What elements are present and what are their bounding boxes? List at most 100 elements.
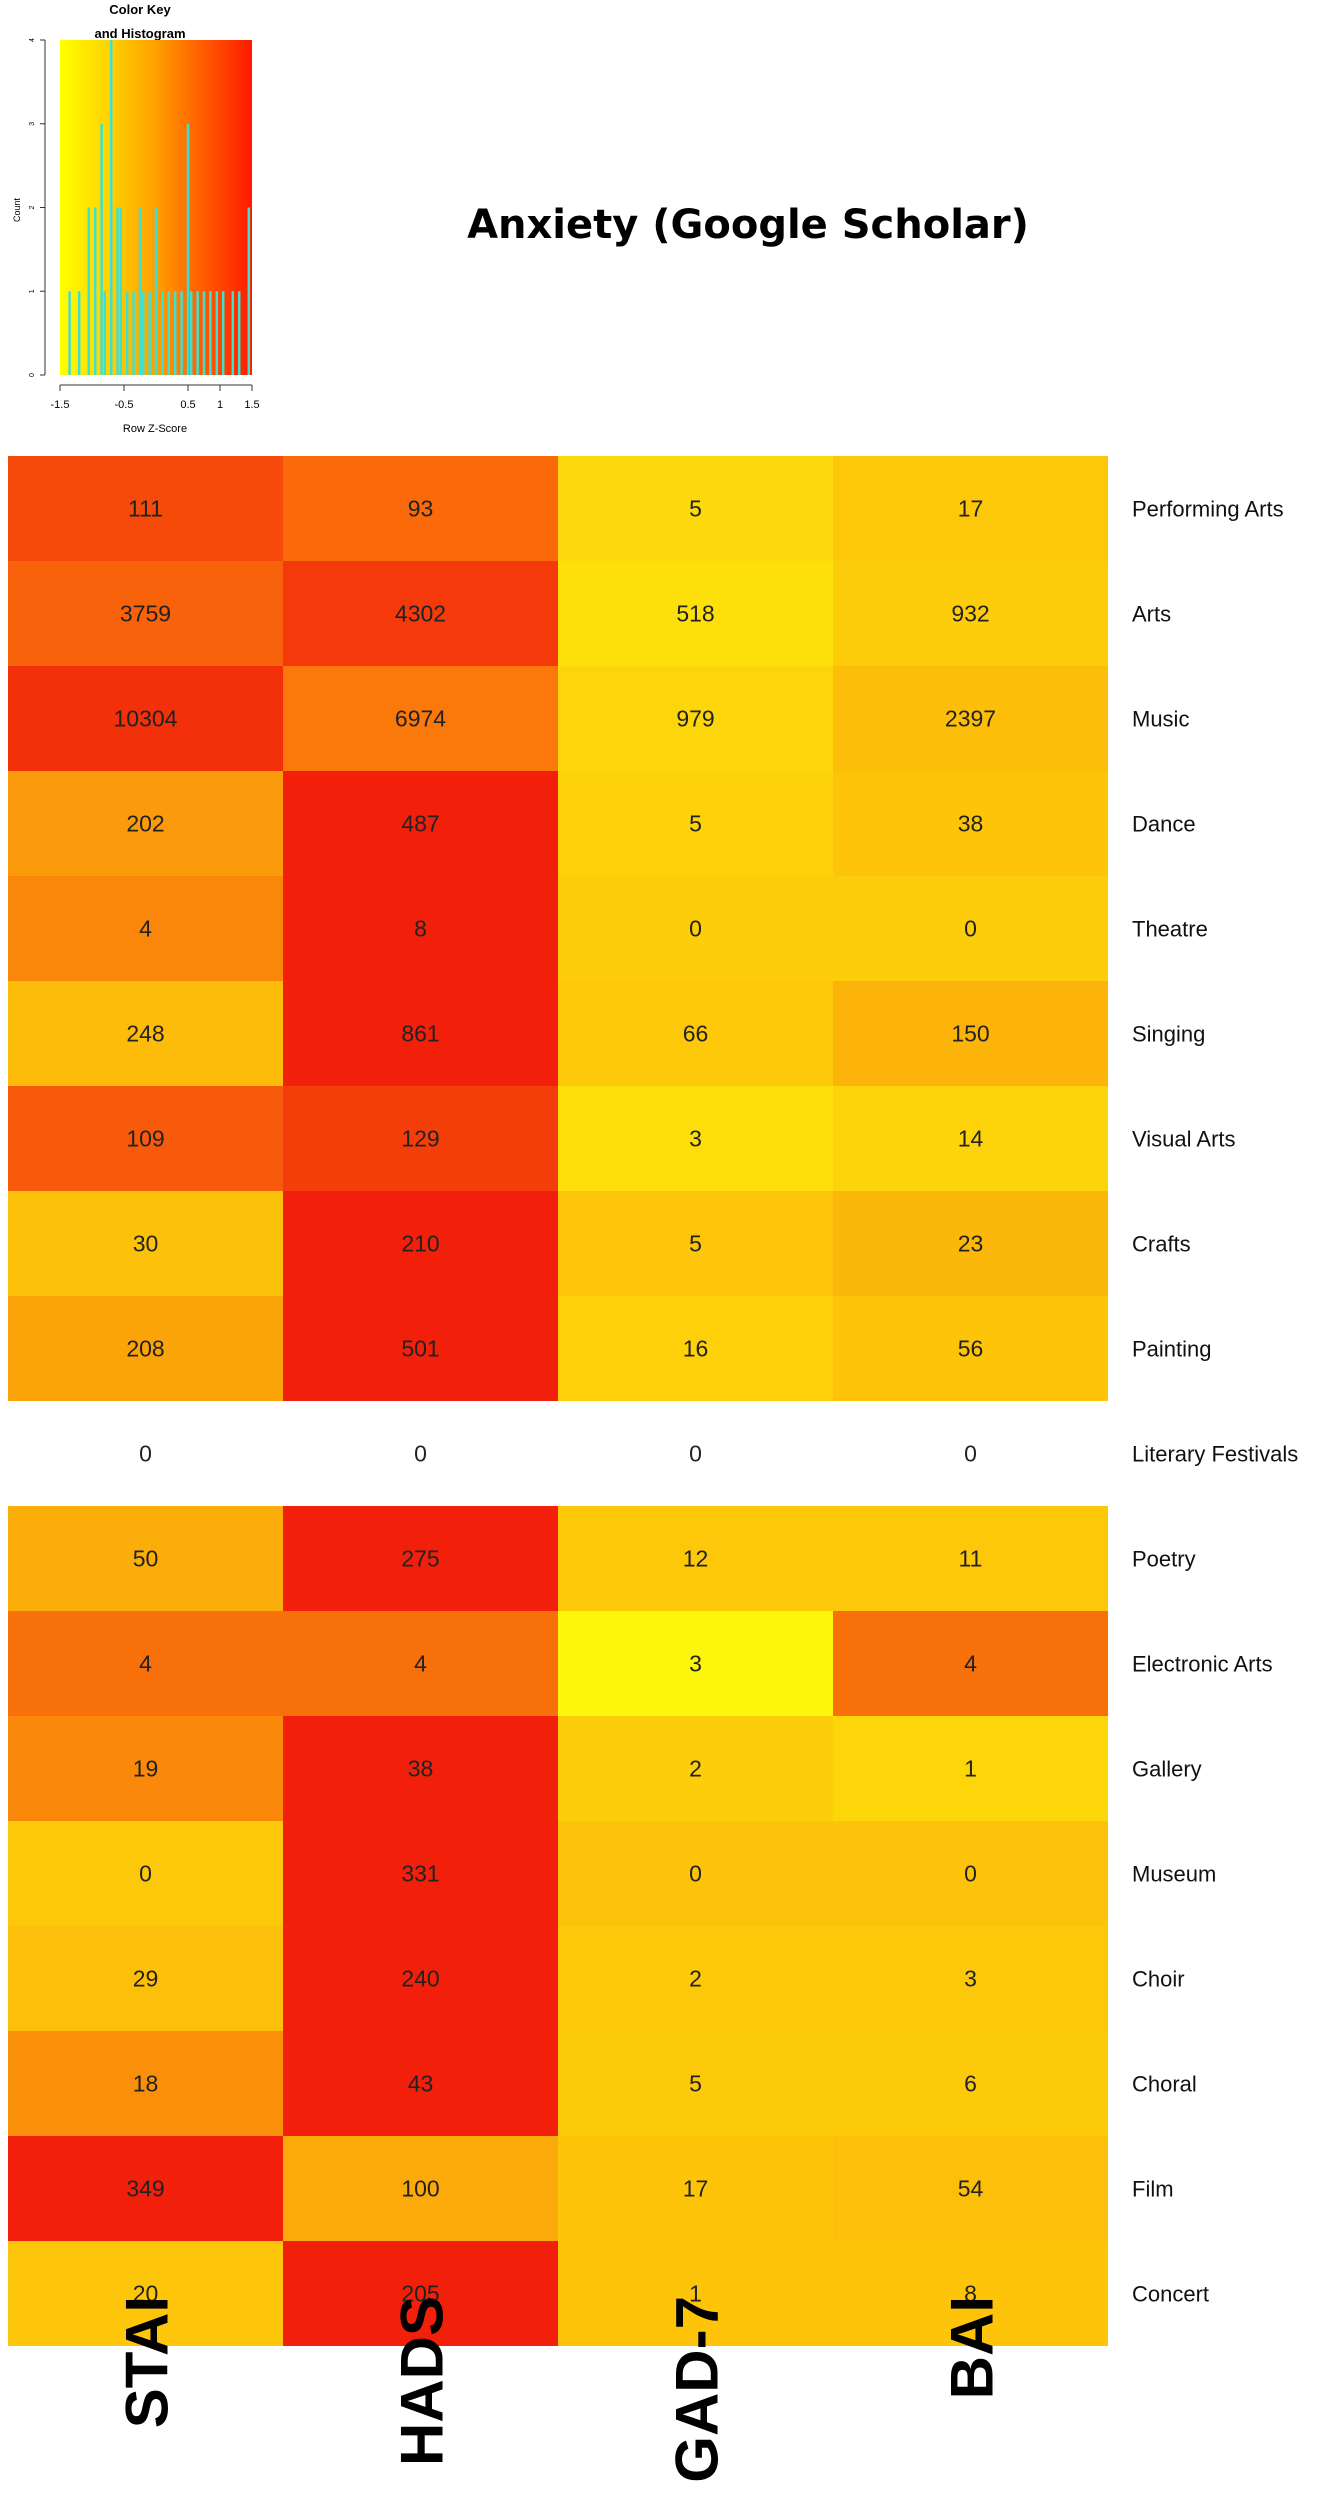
heatmap-cell	[558, 1926, 833, 2031]
color-key-title-line2: and Histogram	[94, 26, 185, 41]
heatmap-cell	[8, 2031, 283, 2136]
heatmap-cell	[833, 561, 1108, 666]
heatmap-cell	[8, 2241, 283, 2346]
heatmap-cell	[558, 1716, 833, 1821]
heatmap-cell	[8, 1821, 283, 1926]
heatmap-cell	[283, 1296, 558, 1401]
heatmap-cell	[283, 2136, 558, 2241]
x-tick-label: 1	[217, 399, 223, 411]
row-label: Electronic Arts	[1132, 1652, 1273, 1677]
heatmap-cell	[8, 1611, 283, 1716]
heatmap-cell	[833, 1821, 1108, 1926]
color-key: Color Key and Histogram 0 1 2 3 4 -1.5 -0.5 0.…	[12, 2, 260, 435]
cell-value: 487	[401, 811, 439, 837]
heatmap-cell	[833, 456, 1108, 561]
cell-value: 275	[401, 1546, 439, 1572]
heatmap-cell	[558, 1191, 833, 1296]
cell-value: 0	[689, 916, 702, 942]
cell-value: 0	[689, 1441, 702, 1467]
cell-value: 23	[958, 1231, 984, 1257]
row-label: Poetry	[1132, 1547, 1196, 1572]
x-tick-label: 0.5	[180, 399, 195, 411]
cell-value: 4302	[395, 601, 446, 627]
cell-value: 501	[401, 1336, 439, 1362]
cell-value: 210	[401, 1231, 439, 1257]
row-label: Performing Arts	[1132, 497, 1284, 522]
heatmap-cell	[8, 1401, 283, 1506]
heatmap-cell	[8, 666, 283, 771]
heatmap-cell	[8, 1716, 283, 1821]
heatmap-cell	[558, 561, 833, 666]
cell-value: 18	[133, 2071, 159, 2097]
heatmap-cell	[8, 561, 283, 666]
cell-value: 20	[133, 2281, 159, 2307]
heatmap-cell	[283, 1821, 558, 1926]
heatmap-cell	[558, 2031, 833, 2136]
cell-value: 109	[126, 1126, 164, 1152]
cell-value: 5	[689, 2071, 702, 2097]
cell-value: 14	[958, 1126, 984, 1152]
cell-value: 6	[964, 2071, 977, 2097]
heatmap-cell	[283, 561, 558, 666]
heatmap-cell	[8, 1926, 283, 2031]
cell-value: 861	[401, 1021, 439, 1047]
heatmap-cell	[8, 1296, 283, 1401]
heatmap-cell	[833, 876, 1108, 981]
color-key-y-label: Count	[12, 198, 22, 223]
heatmap-cell	[283, 1716, 558, 1821]
heatmap-cell	[833, 1086, 1108, 1191]
cell-value: 932	[951, 601, 989, 627]
y-tick-label: 4	[29, 38, 36, 42]
heatmap-cell	[283, 2241, 558, 2346]
cell-value: 54	[958, 2176, 984, 2202]
heatmap-cell	[283, 1191, 558, 1296]
heatmap-cell	[283, 2031, 558, 2136]
cell-value: 0	[964, 1441, 977, 1467]
heatmap-cell	[833, 666, 1108, 771]
heatmap-cell	[558, 876, 833, 981]
heatmap-cell	[833, 1506, 1108, 1611]
heatmap-cell	[558, 981, 833, 1086]
cell-value: 0	[139, 1861, 152, 1887]
row-label: Gallery	[1132, 1757, 1202, 1782]
cell-value: 50	[133, 1546, 159, 1572]
cell-value: 10304	[114, 706, 178, 732]
heatmap-cell	[283, 1401, 558, 1506]
cell-value: 4	[139, 916, 152, 942]
heatmap-cell	[833, 2241, 1108, 2346]
heatmap-cell	[558, 456, 833, 561]
heatmap-cell	[283, 1611, 558, 1716]
row-label: Visual Arts	[1132, 1127, 1236, 1152]
cell-value: 2	[689, 1756, 702, 1782]
heatmap-cell	[283, 1506, 558, 1611]
cell-value: 518	[676, 601, 714, 627]
heatmap-cell	[283, 1926, 558, 2031]
heatmap-cell	[833, 771, 1108, 876]
cell-value: 5	[689, 811, 702, 837]
row-label: Dance	[1132, 812, 1196, 837]
chart-title: Anxiety (Google Scholar)	[467, 202, 1029, 248]
row-label: Singing	[1132, 1022, 1205, 1047]
color-key-title-line1: Color Key	[109, 2, 171, 17]
cell-value: 111	[128, 496, 163, 522]
heatmap-cell	[558, 1401, 833, 1506]
cell-value: 8	[964, 2281, 977, 2307]
cell-value: 100	[401, 2176, 439, 2202]
y-tick-label: 3	[29, 122, 36, 126]
cell-value: 17	[683, 2176, 709, 2202]
cell-value: 3	[689, 1126, 702, 1152]
heatmap-cell	[283, 771, 558, 876]
heatmap-cell	[8, 876, 283, 981]
color-key-y-ticks: 0 1 2 3 4	[29, 38, 45, 377]
color-key-x-ticks: -1.5 -0.5 0.5 1 1.5	[51, 385, 260, 411]
heatmap-cell	[833, 1296, 1108, 1401]
row-label: Choral	[1132, 2072, 1197, 2097]
row-label: Film	[1132, 2177, 1174, 2202]
cell-value: 4	[139, 1651, 152, 1677]
color-key-histogram	[68, 40, 251, 375]
row-label: Theatre	[1132, 917, 1208, 942]
cell-value: 0	[414, 1441, 427, 1467]
heatmap-cell	[558, 1506, 833, 1611]
